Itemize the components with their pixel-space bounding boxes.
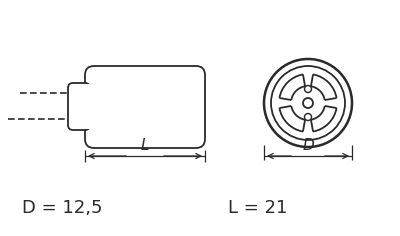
FancyBboxPatch shape xyxy=(68,83,90,130)
Text: L = 21: L = 21 xyxy=(228,199,287,217)
Text: L: L xyxy=(141,138,149,153)
Bar xyxy=(83,84,93,129)
Text: D = 12,5: D = 12,5 xyxy=(22,199,102,217)
Circle shape xyxy=(304,114,312,121)
FancyBboxPatch shape xyxy=(85,66,205,148)
Circle shape xyxy=(264,59,352,147)
Circle shape xyxy=(271,66,345,140)
Circle shape xyxy=(303,98,313,108)
Circle shape xyxy=(304,85,312,93)
Text: D: D xyxy=(302,138,314,153)
